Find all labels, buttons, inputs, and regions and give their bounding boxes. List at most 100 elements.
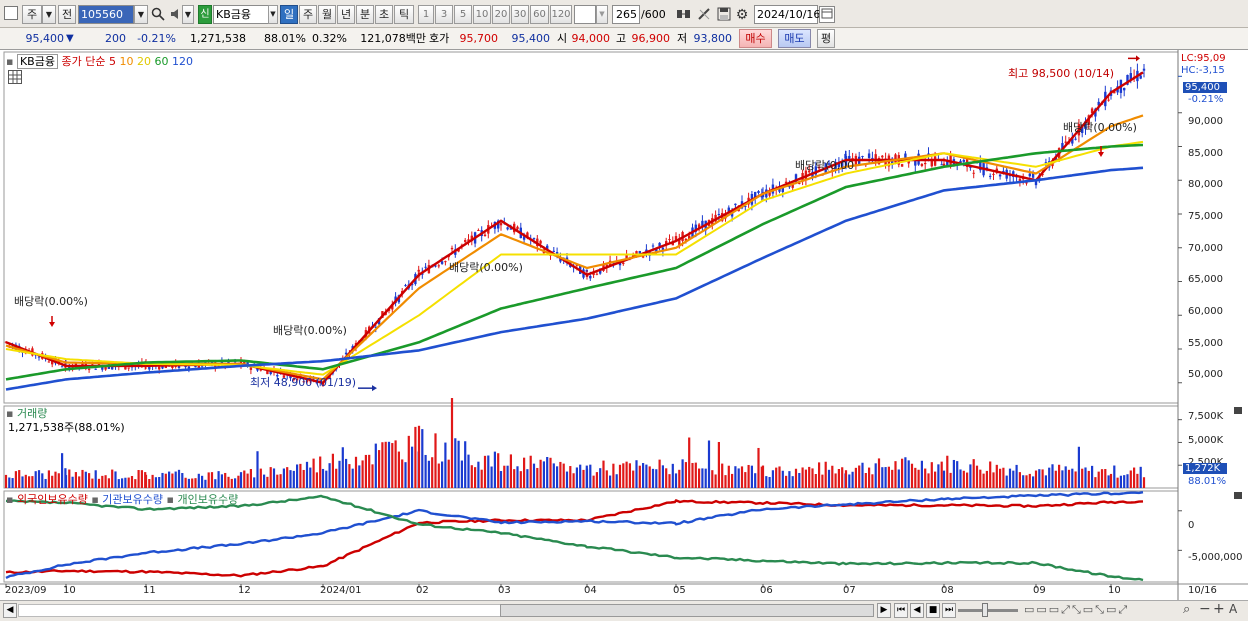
candle-body <box>410 283 414 286</box>
zoom-slider[interactable] <box>958 609 1018 612</box>
legend-institution: 기관보유수량 <box>102 493 164 506</box>
num-button-10[interactable]: 10 <box>473 5 491 24</box>
chart-svg[interactable] <box>0 50 1248 621</box>
candle-body <box>483 234 487 237</box>
search-icon[interactable] <box>150 7 166 23</box>
volume-bar <box>1034 470 1038 488</box>
plus-icon[interactable]: + <box>1213 601 1225 617</box>
fast-forward-button[interactable]: ⏭ <box>942 603 956 618</box>
sell-button[interactable]: 매도 <box>778 29 811 48</box>
candle-body <box>532 238 536 240</box>
price-change: 200 <box>105 32 126 45</box>
stop-button[interactable]: ■ <box>926 603 940 618</box>
volume-bar <box>1015 464 1018 488</box>
volume-bar <box>572 473 575 488</box>
volume-bar <box>47 470 50 488</box>
window-menu-icon[interactable] <box>4 6 18 20</box>
num-button-20[interactable]: 20 <box>492 5 510 24</box>
period-type-button[interactable]: 주 <box>22 5 42 24</box>
crosshair-icon[interactable] <box>676 7 692 23</box>
volume-bar <box>246 473 249 488</box>
volume-bar <box>121 478 124 488</box>
interval-minute-button[interactable]: 분 <box>356 5 374 24</box>
volume-bar <box>854 467 857 488</box>
candle-body <box>87 368 91 370</box>
volume-bar <box>348 464 351 488</box>
prev-button[interactable]: 전 <box>58 5 76 24</box>
volume-bar <box>975 465 979 488</box>
interval-week-button[interactable]: 주 <box>299 5 317 24</box>
volume-bar <box>4 474 8 488</box>
interval-tick-button[interactable]: 틱 <box>394 5 414 24</box>
x-label-12: 12 <box>238 585 251 596</box>
custom-interval-dropdown[interactable]: ▼ <box>596 5 608 24</box>
chart-area[interactable] <box>0 50 1248 621</box>
date-input[interactable]: 2024/10/16 <box>754 5 820 24</box>
num-button-1[interactable]: 1 <box>418 5 434 24</box>
rewind-button[interactable]: ⏮ <box>894 603 908 618</box>
foreign-holdings-line <box>5 499 1144 578</box>
period-type-dropdown[interactable]: ▼ <box>42 5 56 24</box>
minus-icon[interactable]: − <box>1199 601 1211 617</box>
num-button-3[interactable]: 3 <box>435 5 453 24</box>
scroll-right-button[interactable]: ▶ <box>877 603 891 618</box>
volume-bar <box>1048 467 1051 488</box>
volume-bar <box>1005 475 1008 488</box>
eval-button[interactable]: 평 <box>817 29 835 48</box>
hold-tick-minus5m: -5,000,000 <box>1188 552 1243 563</box>
table-icon[interactable] <box>8 70 22 84</box>
tool-icons-strip[interactable]: ▭▭▭⤢⤡▭⤡▭⤢ <box>1024 603 1130 616</box>
interval-month-button[interactable]: 월 <box>318 5 336 24</box>
interval-day-button[interactable]: 일 <box>280 5 298 24</box>
save-icon[interactable] <box>716 7 732 23</box>
volume-bar <box>424 454 427 488</box>
candle-body <box>942 163 946 167</box>
candle-body <box>243 361 246 366</box>
candle-body <box>1107 99 1110 101</box>
custom-interval-input[interactable] <box>574 5 596 24</box>
candle-body <box>437 265 440 267</box>
volume-bar <box>671 463 674 488</box>
interval-second-button[interactable]: 초 <box>375 5 393 24</box>
gear-icon[interactable]: ⚙ <box>735 7 749 23</box>
interval-year-button[interactable]: 년 <box>337 5 355 24</box>
candle-body <box>794 174 798 184</box>
x-label-10-2024: 10 <box>1108 585 1121 596</box>
candle-body <box>861 156 864 158</box>
zoom-slider-thumb[interactable] <box>982 603 988 617</box>
stock-name-dropdown[interactable]: ▼ <box>268 5 278 24</box>
zoom-out-icon[interactable]: ⌕ <box>1183 602 1191 617</box>
volume-bar <box>171 473 174 488</box>
candle-body <box>768 192 771 196</box>
num-button-60[interactable]: 60 <box>530 5 549 24</box>
volume-bar <box>791 476 794 488</box>
num-button-120[interactable]: 120 <box>550 5 572 24</box>
y-tick-65000: 65,000 <box>1188 274 1223 285</box>
num-button-5[interactable]: 5 <box>454 5 472 24</box>
calendar-icon[interactable] <box>819 6 835 23</box>
candle-body <box>638 251 641 254</box>
volume-bar <box>1107 475 1110 488</box>
range-count-input[interactable]: 265 <box>612 5 640 24</box>
volume-bar <box>1041 469 1044 488</box>
pen-icon[interactable] <box>697 7 713 23</box>
volume-bar <box>140 470 143 488</box>
scroll-thumb[interactable] <box>500 604 874 617</box>
stock-code-input[interactable]: 105560 <box>78 5 134 24</box>
volume-bar <box>259 468 262 488</box>
volume-bar <box>724 475 727 488</box>
stock-code-dropdown[interactable]: ▼ <box>134 5 148 24</box>
candle-body <box>867 153 871 158</box>
auto-scale-icon[interactable]: A <box>1229 602 1238 616</box>
num-button-30[interactable]: 30 <box>511 5 529 24</box>
current-change-label: -0.21% <box>1188 94 1224 105</box>
buy-button[interactable]: 매수 <box>739 29 772 48</box>
stock-name-field[interactable]: KB금융 <box>213 5 275 24</box>
legend-stock-name: KB금융 <box>16 54 58 69</box>
scroll-left-button[interactable]: ◀ <box>3 603 17 618</box>
candle-body <box>1113 90 1116 94</box>
speaker-dropdown[interactable]: ▼ <box>182 5 194 24</box>
play-back-button[interactable]: ◀ <box>910 603 924 618</box>
x-label-07: 07 <box>843 585 856 596</box>
speaker-icon[interactable] <box>168 7 184 23</box>
